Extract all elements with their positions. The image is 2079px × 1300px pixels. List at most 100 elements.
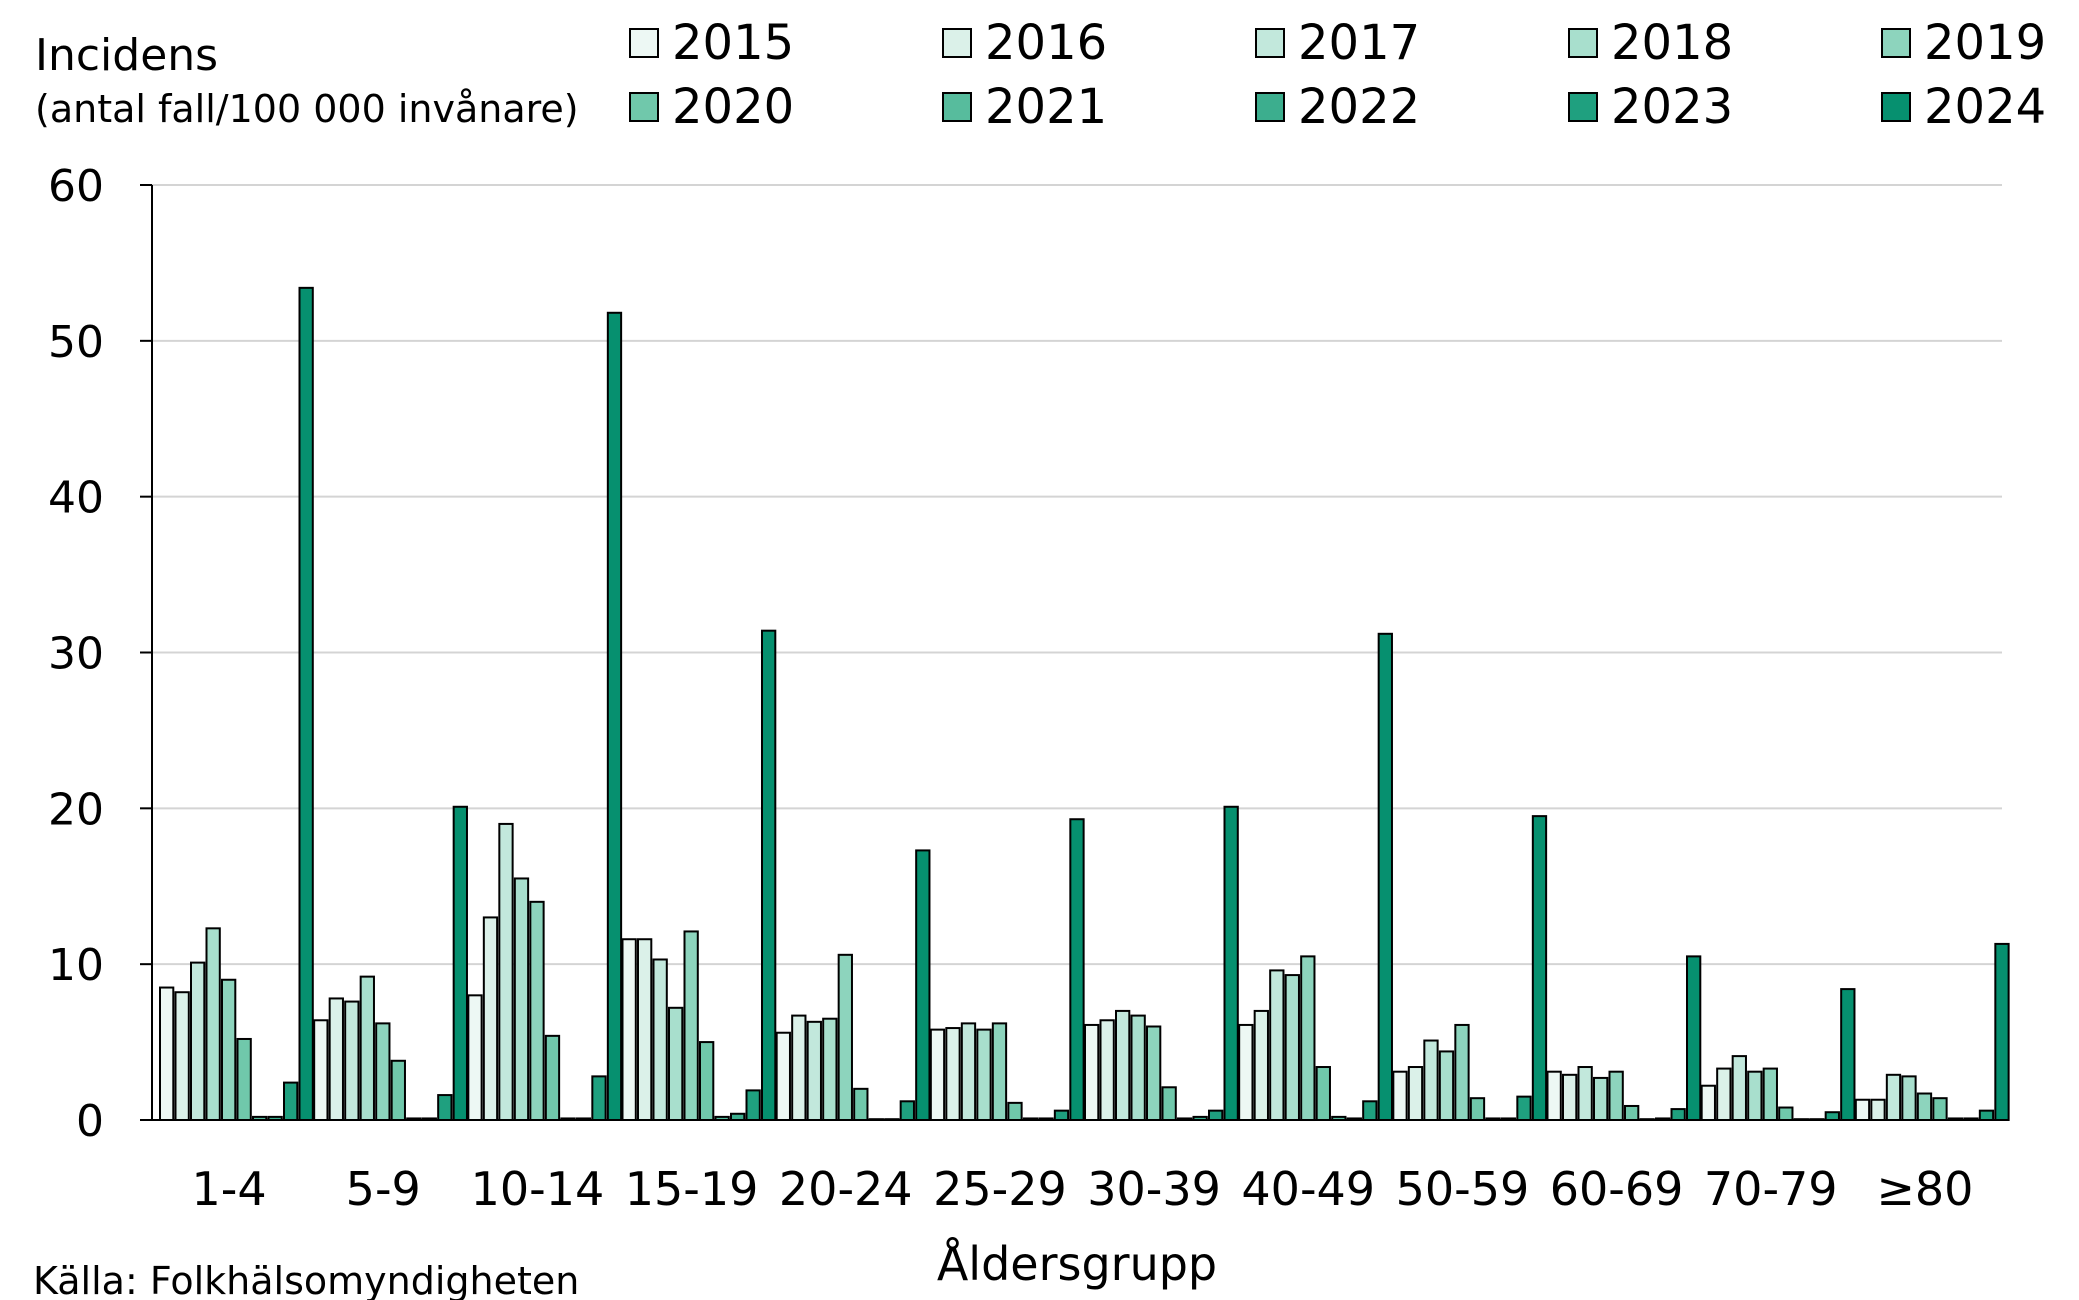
x-tick-label: 20-24	[779, 1162, 913, 1216]
bar-2016-≥80	[1870, 1098, 1886, 1121]
bar-2019-25-29	[991, 1022, 1008, 1122]
bar-2019-≥80	[1916, 1092, 1933, 1122]
bar-2023-70-79	[1824, 1111, 1840, 1121]
bar-2018-40-49	[1284, 974, 1300, 1122]
bar-2019-1-4	[221, 978, 237, 1121]
bar-2015-10-14	[467, 994, 483, 1122]
legend-swatch-2022	[1255, 92, 1285, 122]
bar-2018-60-69	[1593, 1076, 1609, 1122]
bar-2018-1-4	[205, 927, 221, 1122]
bar-2023-25-29	[1053, 1109, 1070, 1122]
bar-2015-15-19	[621, 938, 637, 1121]
x-tick-label: ≥80	[1876, 1162, 1973, 1216]
legend-label-2021: 2021	[985, 79, 1107, 135]
bar-2020-5-9	[390, 1059, 406, 1122]
bar-2016-20-24	[791, 1014, 807, 1122]
bar-2019-5-9	[375, 1022, 391, 1122]
y-axis-ticks: 0 10 20 30 40 50 60	[48, 161, 152, 1147]
bar-2016-15-19	[637, 938, 653, 1121]
legend-label-2016: 2016	[985, 15, 1107, 71]
bar-2016-1-4	[174, 991, 190, 1121]
bar-2017-40-49	[1269, 969, 1285, 1122]
bar-2018-10-14	[513, 877, 530, 1122]
legend-label-2019: 2019	[1924, 15, 2046, 71]
bar-2023-30-39	[1208, 1109, 1224, 1122]
bar-2015-25-29	[929, 1028, 946, 1121]
bar-2024-≥80	[1994, 942, 2010, 1121]
bar-2018-50-59	[1438, 1050, 1455, 1122]
legend-swatch-2017	[1255, 28, 1285, 58]
bar-2017-20-24	[806, 1020, 822, 1122]
legend-swatch-2020	[629, 92, 659, 122]
bar-2023-40-49	[1362, 1100, 1378, 1122]
bar-2016-5-9	[328, 997, 344, 1122]
bar-2017-70-79	[1731, 1055, 1747, 1121]
bar-2020-70-79	[1778, 1106, 1794, 1122]
bar-2023-60-69	[1670, 1108, 1686, 1121]
bar-2024-30-39	[1223, 805, 1239, 1122]
bar-2023-15-19	[745, 1089, 761, 1122]
bar-2023-5-9	[437, 1094, 453, 1121]
bar-2016-50-59	[1407, 1066, 1424, 1122]
bar-2015-≥80	[1854, 1098, 1871, 1121]
x-tick-label: 25-29	[933, 1162, 1067, 1216]
legend-label-2015: 2015	[672, 15, 794, 71]
x-tick-label: 50-59	[1396, 1162, 1530, 1216]
bar-2016-60-69	[1562, 1073, 1578, 1122]
bar-2019-15-19	[683, 930, 699, 1121]
bar-2024-70-79	[1840, 988, 1856, 1121]
x-tick-label: 15-19	[625, 1162, 759, 1216]
bar-2020-≥80	[1932, 1097, 1948, 1122]
x-axis-title: Åldersgrupp	[937, 1237, 1217, 1291]
legend-label-2017: 2017	[1298, 15, 1420, 71]
bar-2018-25-29	[976, 1028, 992, 1121]
bar-2019-50-59	[1454, 1023, 1470, 1121]
y-tick-label: 10	[48, 940, 104, 991]
bar-2015-5-9	[313, 1019, 329, 1122]
bar-2020-25-29	[1007, 1101, 1023, 1121]
bar-2020-30-39	[1161, 1086, 1177, 1122]
legend-label-2023: 2023	[1611, 79, 1733, 135]
bar-2015-70-79	[1700, 1084, 1716, 1121]
bar-2023-≥80	[1978, 1109, 1995, 1122]
legend-swatch-2016	[942, 28, 972, 58]
y-tick-label: 60	[48, 161, 104, 212]
bar-2018-30-39	[1130, 1014, 1146, 1122]
bar-2017-5-9	[344, 1000, 360, 1122]
x-tick-label: 70-79	[1704, 1162, 1838, 1216]
bar-2017-50-59	[1423, 1039, 1439, 1122]
bar-2018-20-24	[822, 1017, 838, 1122]
legend-swatch-2021	[942, 92, 972, 122]
legend-label-2018: 2018	[1611, 15, 1733, 71]
bar-2018-15-19	[668, 1006, 684, 1121]
bar-2023-50-59	[1516, 1095, 1532, 1122]
bar-2024-5-9	[452, 805, 468, 1122]
bar-2023-10-14	[591, 1075, 607, 1121]
x-tick-label: 30-39	[1087, 1162, 1221, 1216]
bar-2018-5-9	[359, 975, 375, 1121]
legend-swatch-2023	[1568, 92, 1598, 122]
bar-2015-60-69	[1546, 1070, 1562, 1121]
legend-swatch-2018	[1568, 28, 1598, 58]
bar-2019-70-79	[1762, 1067, 1778, 1121]
bar-2019-10-14	[529, 900, 545, 1122]
legend: 2015 2016 2017 2018 2019 2020 2021 2022 2023 2024	[629, 15, 2046, 135]
bar-2015-50-59	[1392, 1070, 1408, 1121]
y-tick-label: 40	[48, 473, 104, 524]
y-axis-title: Incidens	[35, 30, 218, 81]
x-tick-label: 10-14	[471, 1162, 605, 1216]
bar-2024-25-29	[1069, 818, 1085, 1121]
bar-2017-60-69	[1577, 1066, 1593, 1122]
bar-2015-40-49	[1238, 1023, 1254, 1121]
x-axis-ticks: 1-4 5-9 10-14 15-19 20-24 25-29 30-39 40-49 50-5…	[192, 1162, 1974, 1216]
x-tick-label: 60-69	[1550, 1162, 1684, 1216]
bar-2024-1-4	[298, 286, 314, 1122]
legend-label-2020: 2020	[672, 79, 794, 135]
bar-2016-25-29	[945, 1027, 961, 1122]
bar-2024-40-49	[1377, 632, 1393, 1121]
bar-2020-1-4	[236, 1037, 252, 1121]
y-tick-label: 30	[48, 629, 104, 680]
x-tick-label: 40-49	[1241, 1162, 1375, 1216]
bar-2020-15-19	[699, 1041, 715, 1121]
y-axis-unit: (antal fall/100 000 invånare)	[35, 87, 579, 131]
